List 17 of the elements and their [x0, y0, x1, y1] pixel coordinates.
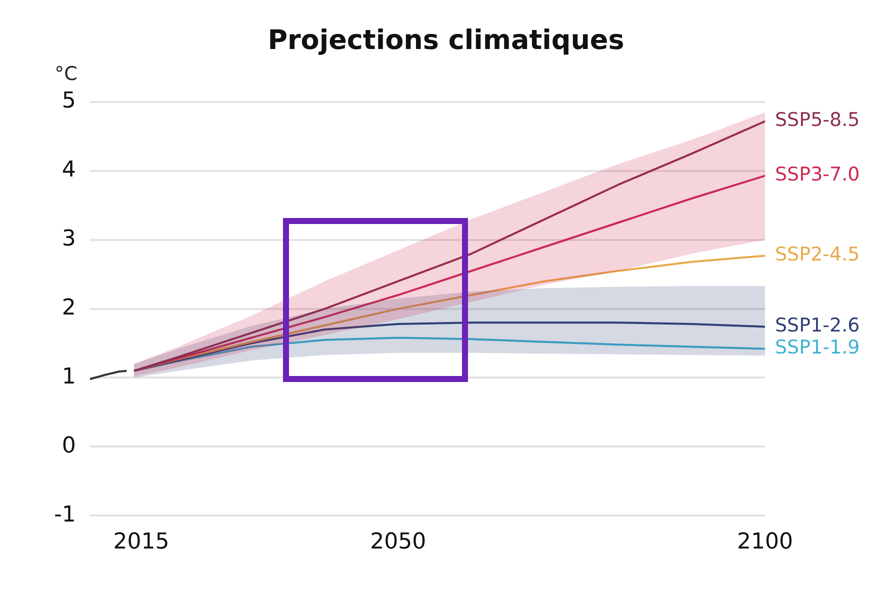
series-label: SSP2-4.5 [775, 244, 860, 266]
x-tick-label: 2015 [113, 530, 170, 555]
y-tick-label: 1 [62, 364, 76, 390]
y-tick-label: 0 [62, 433, 76, 458]
y-tick-label: 2 [62, 296, 76, 321]
series-label: SSP3-7.0 [775, 164, 860, 186]
y-tick-label: 3 [62, 226, 76, 252]
chart-title: Projections climatiques [268, 25, 624, 56]
series-label: SSP1-1.9 [775, 336, 860, 359]
series-label: SSP1-2.6 [775, 314, 860, 337]
y-tick-label: 4 [62, 158, 76, 183]
y-tick-label: 5 [62, 88, 76, 114]
y-tick-label: -1 [54, 502, 76, 528]
x-tick-label: 2050 [370, 530, 426, 555]
series-label: SSP5-8.5 [775, 109, 860, 132]
y-axis-title: °C [54, 62, 78, 85]
x-tick-label: 2100 [737, 530, 793, 555]
